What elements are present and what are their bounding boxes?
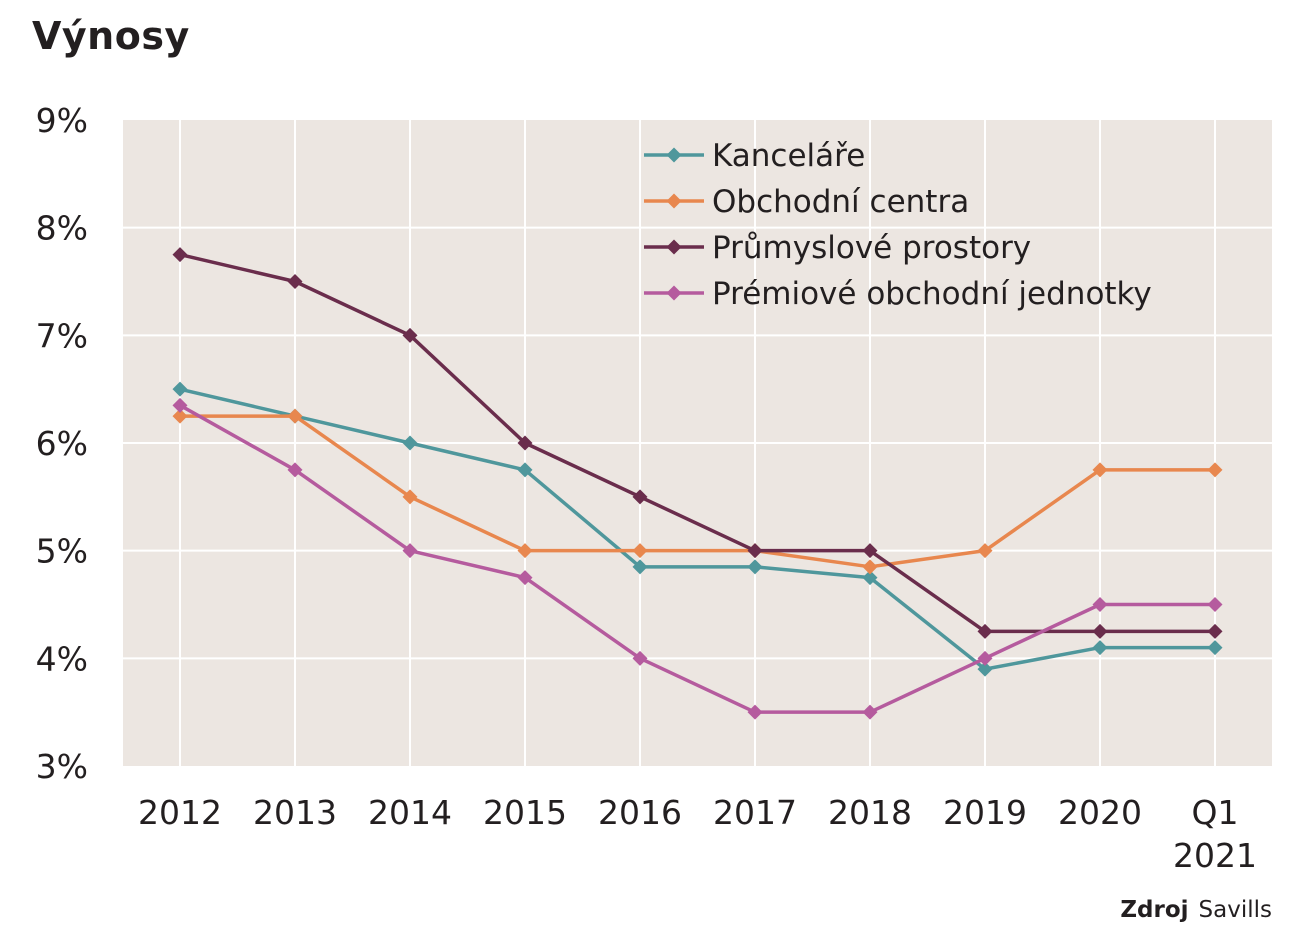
y-tick-label: 6% <box>36 424 88 463</box>
data-point <box>402 435 418 451</box>
data-point <box>287 274 303 289</box>
data-point <box>517 462 533 478</box>
x-tick-label: 2016 <box>598 793 682 832</box>
y-axis: 3% 4% 5% 6% 7% 8% 9% <box>36 101 88 786</box>
x-tick-label: 2013 <box>253 793 337 832</box>
y-tick-label: 5% <box>36 532 88 571</box>
data-point <box>402 327 418 343</box>
data-point <box>632 650 648 666</box>
x-tick-label: Q1 2021 <box>1173 793 1257 875</box>
x-tick-label: 2018 <box>828 793 912 832</box>
y-tick-label: 7% <box>36 316 88 355</box>
data-point <box>977 661 993 677</box>
data-point <box>1207 597 1223 612</box>
data-point <box>287 408 303 424</box>
data-point <box>1092 623 1108 639</box>
series-group <box>172 247 1223 720</box>
data-point <box>517 570 533 586</box>
legend-swatch-marker <box>666 285 682 301</box>
data-point <box>632 543 648 559</box>
data-point <box>172 408 188 424</box>
data-point <box>287 462 303 478</box>
data-point <box>862 570 878 586</box>
data-point <box>1092 597 1108 612</box>
legend-label: Obchodní centra <box>712 184 969 220</box>
data-point <box>172 247 188 263</box>
legend-swatch-marker <box>666 193 682 209</box>
legend-swatch-marker <box>666 239 682 255</box>
series-line <box>178 403 1217 714</box>
data-point <box>1207 462 1223 478</box>
source-value: Savills <box>1198 897 1272 923</box>
data-point <box>402 543 418 559</box>
x-tick-label: 2017 <box>713 793 797 832</box>
data-point <box>747 543 763 559</box>
data-point <box>632 559 648 575</box>
data-point <box>747 559 763 575</box>
legend-label: Kanceláře <box>712 138 865 174</box>
y-tick-label: 3% <box>36 747 88 786</box>
data-point <box>172 381 188 397</box>
x-axis: 2012 2013 2014 2015 2016 2017 2018 2019 2020 Q1 20… <box>138 793 1257 875</box>
data-point <box>1207 623 1223 639</box>
y-tick-label: 9% <box>36 101 88 140</box>
data-point <box>517 543 533 559</box>
chart-title: Výnosy <box>32 14 190 58</box>
legend: Kanceláře Obchodní centra Průmyslové prost… <box>644 138 1152 312</box>
data-point <box>862 559 878 575</box>
data-point <box>402 489 418 505</box>
x-tick-label: 2012 <box>138 793 222 832</box>
series-line <box>178 414 1217 569</box>
x-tick-label: 2019 <box>943 793 1027 832</box>
x-tick-label: 2015 <box>483 793 567 832</box>
data-point <box>517 435 533 451</box>
data-point <box>747 704 763 720</box>
data-point <box>1207 640 1223 656</box>
data-point <box>977 650 993 666</box>
x-tick-label: 2020 <box>1058 793 1142 832</box>
legend-swatch-marker <box>666 147 682 163</box>
legend-label: Prémiové obchodní jednotky <box>712 276 1152 312</box>
source-label: Zdroj <box>1120 897 1189 923</box>
data-point <box>1092 640 1108 656</box>
data-point <box>862 543 878 559</box>
data-point <box>172 397 188 413</box>
y-tick-label: 4% <box>36 639 88 678</box>
data-point <box>1092 462 1108 478</box>
data-point <box>632 489 648 505</box>
source-note: Zdroj Savills <box>1120 897 1272 923</box>
y-tick-label: 8% <box>36 209 88 248</box>
data-point <box>977 623 993 639</box>
data-point <box>862 704 878 720</box>
legend-label: Průmyslové prostory <box>712 230 1031 266</box>
series-line <box>178 387 1217 671</box>
x-tick-label: 2014 <box>368 793 452 832</box>
data-point <box>977 543 993 559</box>
